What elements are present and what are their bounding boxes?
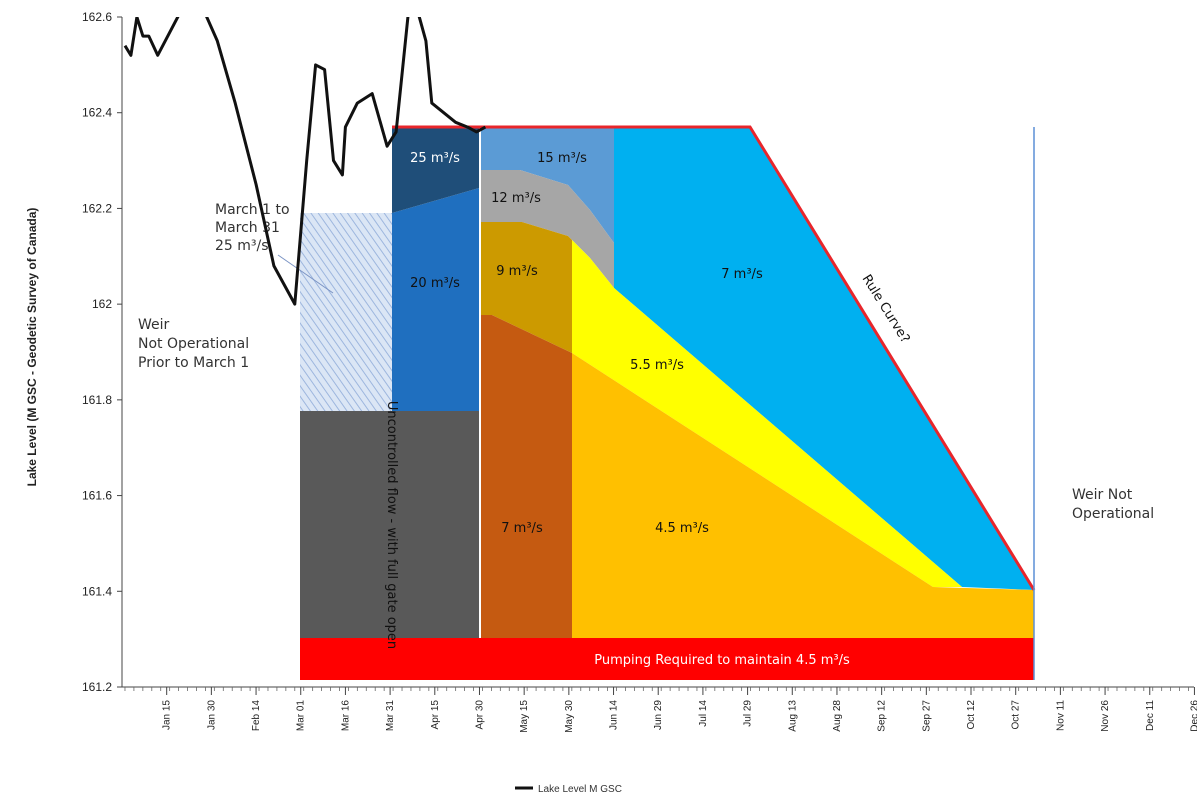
- y-tick-label: 162.4: [82, 106, 112, 120]
- uncontrolled-flow-label: Uncontrolled flow - with full gate open: [384, 401, 399, 649]
- y-tick-label: 161.6: [82, 489, 112, 503]
- x-tick-label: Feb 14: [251, 700, 262, 732]
- x-tick-label: Mar 16: [340, 700, 351, 732]
- y-ticks: 162.6 162.4 162.2 162 161.8 161.6 161.4 161.2: [82, 10, 122, 694]
- zone-4-5-label: 4.5 m³/s: [655, 521, 709, 536]
- x-tick-label: Jun 29: [653, 700, 664, 730]
- x-tick-label: Sep 27: [921, 700, 932, 732]
- x-tick-label: Jul 14: [698, 700, 709, 727]
- zone-9-region: [481, 222, 572, 353]
- x-tick-label: Aug 28: [832, 700, 843, 732]
- pumping-region: [300, 638, 1034, 680]
- legend-label: Lake Level M GSC: [538, 784, 622, 795]
- zone-20-region: [392, 188, 479, 411]
- march-hatched-zone: [300, 213, 392, 411]
- weir-prior-note: Weir Not Operational Prior to March 1: [138, 317, 254, 371]
- x-tick-label: Aug 13: [787, 700, 798, 732]
- weir-after-note: Weir Not Operational: [1072, 487, 1154, 522]
- y-tick-label: 161.8: [82, 393, 112, 407]
- y-tick-label: 162: [92, 297, 112, 311]
- x-tick-label: Sep 12: [877, 700, 888, 732]
- y-tick-label: 162.6: [82, 10, 112, 24]
- x-tick-label: Nov 26: [1100, 700, 1111, 732]
- y-axis-title: Lake Level (M GSC - Geodetic Survey of C…: [25, 208, 39, 487]
- zone-25-region: [392, 127, 479, 213]
- x-tick-label: Jan 30: [206, 700, 217, 730]
- zone-4-5-region: [572, 353, 1034, 638]
- zone-15-label: 15 m³/s: [537, 151, 587, 166]
- zone-5-5-label: 5.5 m³/s: [630, 358, 684, 373]
- y-tick-label: 161.4: [82, 584, 112, 598]
- zone-7-blue-region: [614, 127, 1034, 590]
- zone-7-brown-label: 7 m³/s: [501, 521, 543, 536]
- lake-level-line: [123, 17, 487, 306]
- y-tick-label: 162.2: [82, 201, 112, 215]
- x-tick-label: Apr 15: [430, 700, 441, 730]
- march-note-leader: [277, 254, 334, 294]
- x-tick-label: Dec 26: [1189, 700, 1197, 732]
- uncontrolled-flow-region: [300, 411, 479, 638]
- x-tick-label: Jun 14: [609, 700, 620, 730]
- zone-12-label: 12 m³/s: [491, 191, 541, 206]
- x-tick-label: May 15: [519, 700, 530, 733]
- march-note: March 1 to March 31 25 m³/s: [215, 202, 294, 254]
- zone-25-label: 25 m³/s: [410, 151, 460, 166]
- rule-curve-line: [392, 125, 1036, 591]
- zone-20-label: 20 m³/s: [410, 276, 460, 291]
- pumping-label: Pumping Required to maintain 4.5 m³/s: [594, 653, 850, 668]
- x-tick-label: Apr 30: [474, 700, 485, 730]
- zone-9-label: 9 m³/s: [496, 264, 538, 279]
- x-tick-label: Oct 12: [966, 700, 977, 730]
- x-tick-label: Jul 29: [743, 700, 754, 727]
- zone-7-brown-region: [481, 315, 572, 638]
- zone-12-region: [481, 170, 614, 288]
- x-tick-label: Jan 15: [162, 700, 173, 730]
- legend: Lake Level M GSC: [515, 784, 622, 795]
- x-tick-label: Dec 11: [1145, 700, 1156, 731]
- x-tick-label: Oct 27: [1011, 700, 1022, 730]
- x-tick-label: Mar 01: [296, 700, 307, 732]
- y-tick-label: 161.2: [82, 680, 112, 694]
- x-tick-label: Nov 11: [1055, 700, 1066, 731]
- x-ticks: Jan 15 Jan 30 Feb 14 Mar 01 Mar 16 Mar 31 Apr …: [124, 687, 1197, 733]
- zone-7-blue-label: 7 m³/s: [721, 267, 763, 282]
- x-tick-label: May 30: [564, 700, 575, 733]
- x-tick-label: Mar 31: [385, 700, 396, 732]
- zone-15-region: [481, 127, 614, 243]
